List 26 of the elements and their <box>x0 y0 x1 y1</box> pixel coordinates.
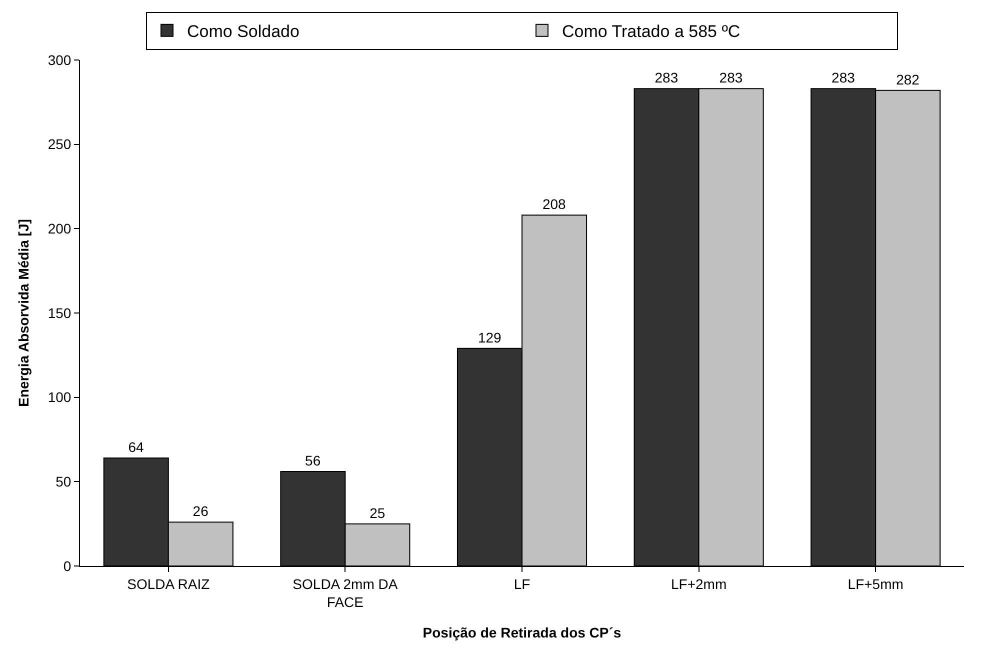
data-label: 282 <box>896 71 920 88</box>
data-label: 26 <box>192 503 209 520</box>
x-tick-label: LF <box>514 576 530 592</box>
data-label: 208 <box>542 196 566 212</box>
data-label: 25 <box>370 504 386 521</box>
data-label: 283 <box>719 70 743 86</box>
data-label: 283 <box>832 70 856 86</box>
y-tick-label: 150 <box>48 304 72 321</box>
y-tick-label: 100 <box>48 389 72 406</box>
y-tick-label: 250 <box>48 136 72 152</box>
legend-label: Como Soldado <box>187 22 300 42</box>
x-tick-label: LF+5mm <box>848 576 904 592</box>
x-tick-label: SOLDA 2mm DA FACE <box>292 576 398 610</box>
data-label: 64 <box>128 439 144 456</box>
x-axis-title: Posição de Retirada dos CP´s <box>422 624 622 640</box>
y-tick-label: 0 <box>63 558 72 574</box>
y-tick-label: 50 <box>56 474 72 490</box>
legend-label: Como Tratado a 585 ºC <box>562 22 740 42</box>
y-tick-label: 200 <box>48 220 72 237</box>
x-tick-label: LF+2mm <box>670 576 727 592</box>
data-label: 129 <box>478 329 502 346</box>
data-label: 283 <box>654 70 678 86</box>
x-tick-label: SOLDA RAIZ <box>127 576 210 592</box>
data-label: 56 <box>305 452 321 469</box>
y-axis-title: Energia Absorvida Média [J] <box>15 219 32 407</box>
y-tick-label: 300 <box>48 52 72 68</box>
